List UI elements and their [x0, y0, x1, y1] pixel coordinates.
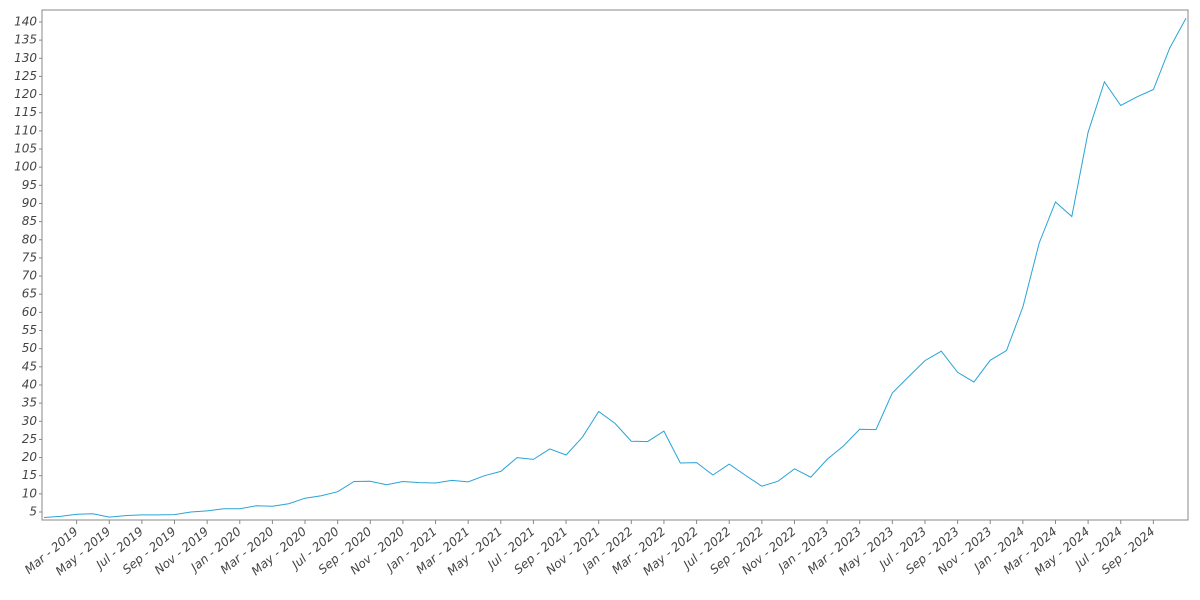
y-tick-label: 120	[14, 87, 37, 101]
y-tick-label: 50	[22, 341, 38, 355]
y-tick-label: 25	[22, 432, 37, 446]
y-tick-label: 140	[14, 14, 37, 28]
y-tick-label: 135	[14, 33, 37, 47]
y-tick-label: 10	[22, 486, 38, 500]
price-line	[43, 18, 1187, 518]
y-tick-label: 85	[22, 214, 37, 228]
y-tick-label: 105	[14, 142, 37, 156]
plot-frame	[41, 9, 1189, 521]
y-tick-label: 70	[22, 269, 38, 283]
y-tick-label: 30	[22, 414, 38, 428]
y-tick-label: 115	[14, 105, 37, 119]
y-tick-label: 130	[14, 51, 37, 65]
y-tick-label: 90	[22, 196, 38, 210]
y-tick-label: 20	[22, 450, 38, 464]
y-tick-label: 40	[22, 377, 38, 391]
y-tick-label: 55	[22, 323, 37, 337]
y-tick-label: 60	[22, 305, 38, 319]
y-tick-label: 65	[22, 287, 37, 301]
y-tick-label: 5	[29, 505, 37, 519]
y-tick-label: 95	[22, 178, 37, 192]
y-tick-label: 15	[22, 468, 37, 482]
y-tick-label: 110	[14, 123, 37, 137]
y-tick-label: 45	[22, 359, 37, 373]
y-tick-label: 75	[22, 250, 37, 264]
y-tick-label: 125	[14, 69, 37, 83]
y-tick-label: 80	[22, 232, 38, 246]
y-tick-label: 35	[22, 396, 37, 410]
y-tick-label: 100	[14, 160, 37, 174]
